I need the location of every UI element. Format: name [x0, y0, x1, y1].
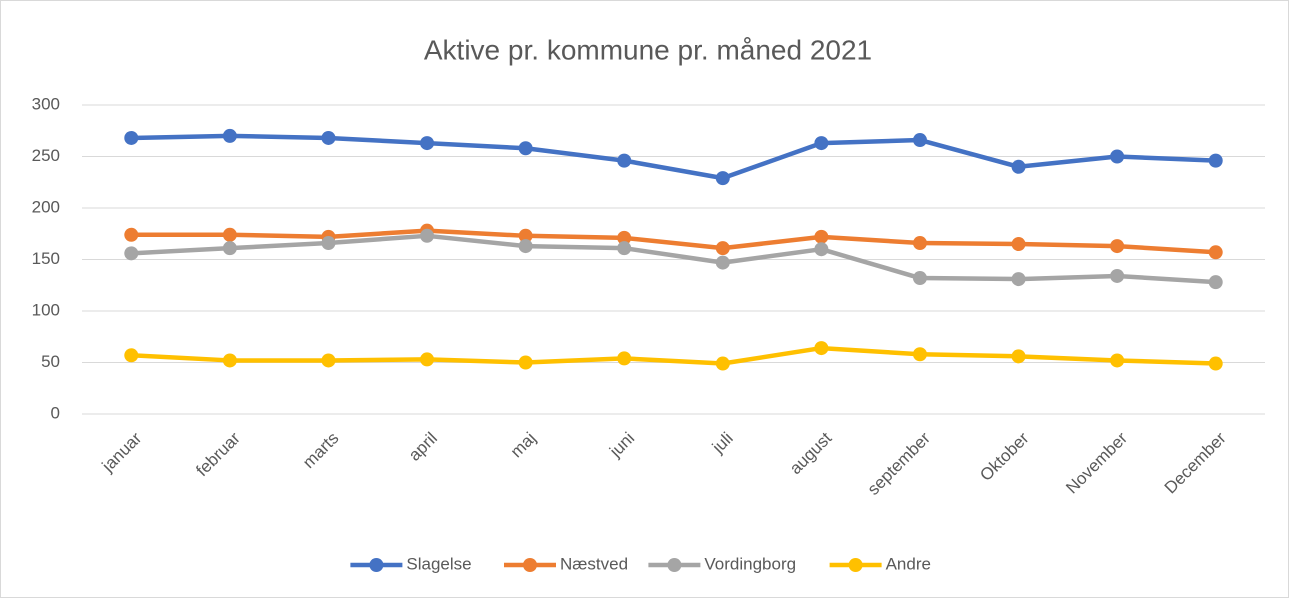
legend-label: Næstved — [560, 554, 628, 573]
legend-marker — [523, 558, 537, 572]
data-point — [1208, 153, 1223, 168]
data-point — [912, 271, 927, 286]
y-tick-label: 300 — [32, 94, 60, 113]
y-tick-label: 200 — [32, 197, 60, 216]
series-line — [129, 233, 1218, 285]
data-point — [617, 153, 632, 168]
legend-marker — [369, 558, 384, 572]
data-point — [222, 227, 237, 242]
data-point — [715, 356, 730, 371]
data-point — [124, 348, 139, 363]
data-point — [420, 228, 435, 243]
data-point — [617, 351, 632, 366]
data-point — [814, 229, 829, 244]
data-point — [814, 341, 829, 356]
data-point — [124, 227, 139, 242]
data-point — [420, 352, 435, 367]
series-line — [129, 345, 1218, 366]
data-point — [321, 236, 336, 251]
data-point — [222, 128, 237, 143]
data-point — [1208, 356, 1223, 371]
data-point — [420, 136, 435, 151]
data-point — [715, 171, 730, 186]
data-point — [814, 136, 829, 151]
data-point — [1110, 239, 1125, 254]
chart-title: Aktive pr. kommune pr. måned 2021 — [424, 34, 872, 65]
data-point — [518, 141, 533, 156]
data-point — [1011, 349, 1026, 364]
series-line — [129, 228, 1218, 255]
data-point — [518, 228, 533, 243]
data-point — [617, 241, 632, 256]
data-point — [814, 242, 829, 257]
data-point — [518, 355, 533, 370]
data-point — [1208, 245, 1223, 260]
data-point — [1208, 275, 1223, 290]
y-tick-label: 0 — [51, 403, 60, 422]
data-point — [912, 133, 927, 148]
y-tick-label: 50 — [41, 352, 60, 371]
data-point — [222, 353, 237, 368]
legend-label: Andre — [886, 554, 931, 573]
y-tick-label: 150 — [32, 249, 60, 268]
data-point — [1011, 237, 1026, 252]
y-tick-label: 250 — [32, 146, 60, 165]
data-point — [1110, 268, 1125, 283]
data-point — [222, 241, 237, 256]
series-line — [129, 133, 1218, 181]
legend-marker — [667, 558, 682, 572]
data-point — [912, 236, 927, 251]
data-point — [124, 130, 139, 145]
data-point — [321, 353, 336, 368]
data-point — [518, 239, 533, 254]
data-point — [124, 246, 139, 261]
data-point — [321, 130, 336, 145]
data-point — [1011, 159, 1026, 174]
legend-marker — [848, 558, 863, 572]
data-point — [1011, 272, 1026, 287]
legend-label: Slagelse — [406, 554, 471, 573]
data-point — [1110, 149, 1125, 164]
data-point — [617, 230, 632, 245]
legend-label: Vordingborg — [704, 554, 796, 573]
data-point — [715, 241, 730, 256]
data-point — [912, 347, 927, 362]
data-point — [1110, 353, 1125, 368]
y-tick-label: 100 — [32, 300, 60, 319]
data-point — [715, 255, 730, 270]
